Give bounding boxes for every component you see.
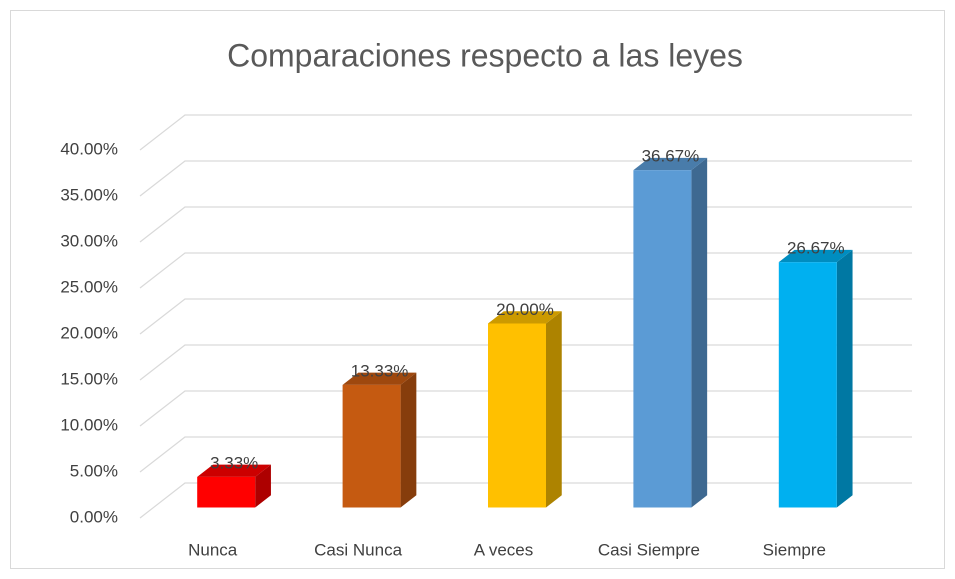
- grid-line: [139, 114, 912, 151]
- x-tick-label: Casi Nunca: [314, 540, 402, 559]
- y-tick-label: 25.00%: [60, 277, 118, 296]
- bar: [342, 384, 401, 508]
- bar: [488, 323, 546, 508]
- value-label: 26.67%: [787, 239, 845, 258]
- value-label: 3.33%: [210, 453, 258, 472]
- value-label: 13.33%: [351, 361, 409, 380]
- y-tick-label: 15.00%: [60, 369, 118, 388]
- bar-side: [546, 311, 562, 508]
- bar: [197, 476, 256, 508]
- bar-side: [400, 372, 417, 508]
- x-tick-label: Siempre: [763, 540, 826, 559]
- value-label: 36.67%: [642, 147, 700, 166]
- x-tick-label: A veces: [474, 540, 534, 559]
- bar: [778, 262, 837, 508]
- bar-side: [836, 249, 853, 508]
- bar-top: [342, 372, 417, 385]
- bar-top: [778, 249, 853, 263]
- value-label: 20.00%: [496, 300, 554, 319]
- y-tick-label: 20.00%: [60, 323, 118, 342]
- x-tick-label: Casi Siempre: [598, 540, 700, 559]
- y-tick-label: 35.00%: [60, 185, 118, 204]
- chart-title: Comparaciones respecto a las leyes: [227, 37, 743, 73]
- bar-side: [691, 157, 708, 508]
- bar-top: [197, 464, 271, 477]
- bar-top: [488, 311, 562, 324]
- bar: [633, 170, 692, 508]
- x-tick-label: Nunca: [188, 540, 238, 559]
- bar-side: [255, 464, 271, 508]
- y-tick-label: 40.00%: [60, 139, 118, 158]
- y-tick-label: 0.00%: [70, 507, 118, 526]
- bar-top: [633, 157, 708, 171]
- y-tick-label: 10.00%: [60, 415, 118, 434]
- y-tick-label: 30.00%: [60, 231, 118, 250]
- y-tick-label: 5.00%: [70, 461, 118, 480]
